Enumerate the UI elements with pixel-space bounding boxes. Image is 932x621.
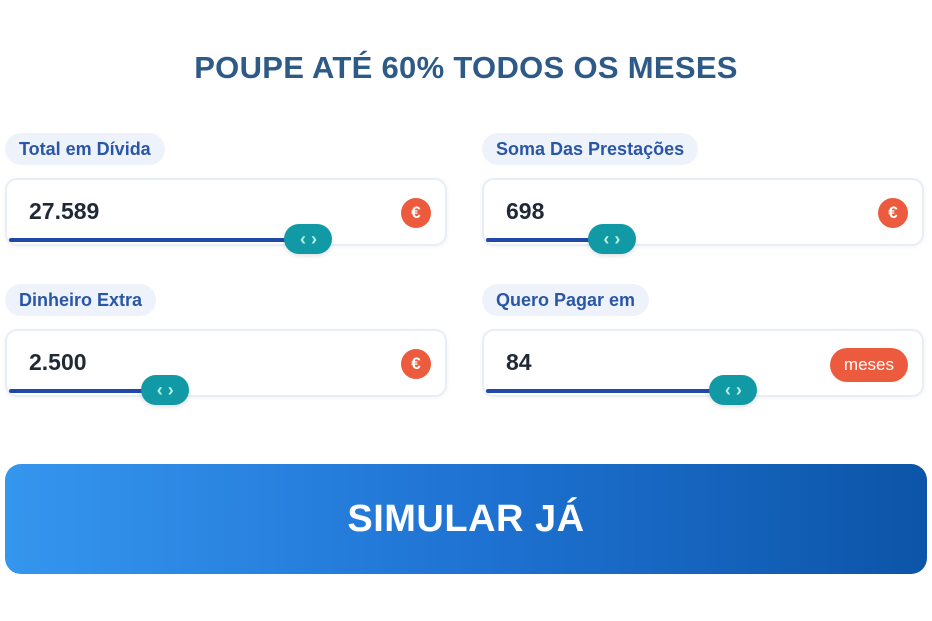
installments-sum-slider[interactable]: ‹ › (486, 224, 920, 254)
payment-term-slider-fill (486, 389, 734, 393)
payment-term-slider-handle[interactable]: ‹ › (709, 375, 758, 405)
installments-sum-slider-handle[interactable]: ‹ › (587, 224, 636, 254)
payment-term-input[interactable] (506, 349, 806, 376)
simulate-button[interactable]: SIMULAR JÁ (5, 464, 927, 574)
total-debt-slider-handle[interactable]: ‹ › (284, 224, 333, 254)
chevron-left-right-icon: ‹ › (724, 380, 742, 400)
euro-icon: € (401, 198, 431, 228)
total-debt-label: Total em Dívida (5, 133, 165, 165)
chevron-left-right-icon: ‹ › (299, 229, 317, 249)
payment-term-label: Quero Pagar em (482, 284, 650, 316)
extra-money-label: Dinheiro Extra (5, 284, 157, 316)
extra-money-slider-handle[interactable]: ‹ › (141, 375, 190, 405)
installments-sum-label: Soma Das Prestações (482, 133, 699, 165)
chevron-left-right-icon: ‹ › (156, 380, 174, 400)
euro-icon: € (401, 349, 431, 379)
total-debt-slider[interactable]: ‹ › (9, 224, 443, 254)
installments-sum-input[interactable] (506, 198, 806, 225)
total-debt-input[interactable] (29, 198, 329, 225)
extra-money-input-box: € ‹ › (5, 329, 447, 405)
extra-money-slider-fill (9, 389, 166, 393)
total-debt-slider-fill (9, 238, 309, 242)
installments-sum-slider-fill (486, 238, 612, 242)
page-title: POUPE ATÉ 60% TODOS OS MESES (194, 50, 738, 85)
months-badge: meses (829, 348, 908, 382)
extra-money-input[interactable] (29, 349, 329, 376)
payment-term-input-box: meses ‹ › (482, 329, 924, 405)
extra-money-slider[interactable]: ‹ › (9, 375, 443, 405)
installments-sum-input-box: € ‹ › (482, 178, 924, 254)
euro-icon: € (878, 198, 908, 228)
total-debt-input-box: € ‹ › (5, 178, 447, 254)
payment-term-slider[interactable]: ‹ › (486, 375, 920, 405)
chevron-left-right-icon: ‹ › (603, 229, 621, 249)
